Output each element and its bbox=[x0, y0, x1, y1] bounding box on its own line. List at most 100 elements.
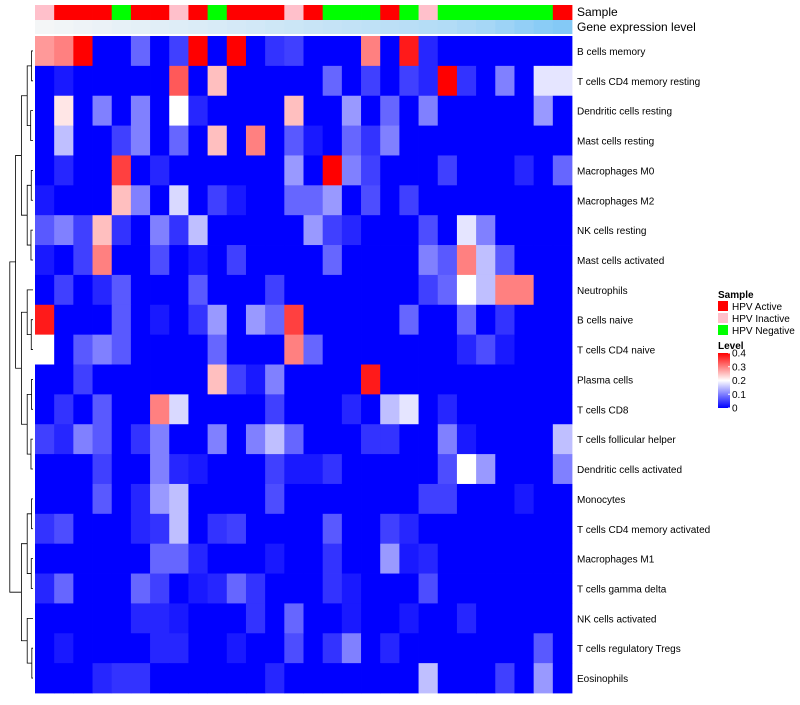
heatmap-cell bbox=[361, 394, 381, 425]
heatmap-cell bbox=[245, 663, 266, 694]
heatmap-cell bbox=[207, 483, 228, 515]
heatmap-cell bbox=[92, 155, 113, 186]
legend-sample-label: HPV Active bbox=[732, 302, 782, 313]
gene-expression-annotation-cell bbox=[418, 20, 439, 34]
heatmap-cell bbox=[361, 454, 381, 485]
heatmap-cell bbox=[169, 543, 189, 574]
legend-level-tick-label: 0 bbox=[732, 404, 738, 415]
heatmap-cell bbox=[35, 483, 55, 515]
heatmap-cell bbox=[130, 483, 151, 515]
row-label: T cells follicular helper bbox=[577, 435, 676, 446]
heatmap-cell bbox=[226, 36, 247, 67]
heatmap-cell bbox=[245, 245, 266, 276]
heatmap-cell bbox=[188, 334, 209, 365]
heatmap-cell bbox=[437, 394, 458, 425]
heatmap-cell bbox=[533, 573, 554, 604]
heatmap-cell bbox=[150, 36, 170, 67]
heatmap-cell bbox=[54, 185, 74, 216]
heatmap-cell bbox=[380, 424, 400, 455]
heatmap-cell bbox=[456, 663, 477, 694]
heatmap-cell bbox=[207, 424, 228, 455]
heatmap-cell bbox=[514, 245, 535, 276]
heatmap-cell bbox=[437, 364, 458, 395]
heatmap-cell bbox=[73, 394, 93, 425]
sample-annotation-cell bbox=[54, 5, 74, 20]
heatmap-cell bbox=[226, 215, 247, 246]
heatmap-cell bbox=[169, 245, 189, 276]
heatmap-cell bbox=[322, 95, 343, 126]
heatmap-cell bbox=[495, 603, 515, 634]
heatmap-cell bbox=[284, 663, 304, 694]
heatmap-cell bbox=[418, 215, 439, 246]
heatmap-cell bbox=[533, 274, 554, 306]
heatmap-cell bbox=[130, 245, 151, 276]
heatmap-cell bbox=[495, 573, 515, 604]
heatmap-cell bbox=[169, 394, 189, 425]
heatmap-cell bbox=[111, 334, 132, 365]
sample-annotation-cell bbox=[207, 5, 228, 20]
heatmap-cell bbox=[437, 304, 458, 336]
heatmap-cell bbox=[418, 155, 439, 186]
heatmap-cell bbox=[533, 334, 554, 365]
heatmap-cell bbox=[35, 364, 55, 395]
row-label: T cells gamma delta bbox=[577, 584, 667, 595]
heatmap-cell bbox=[303, 95, 324, 126]
heatmap-cell bbox=[73, 573, 93, 604]
row-label: NK cells resting bbox=[577, 226, 646, 237]
heatmap-cell bbox=[456, 543, 477, 574]
heatmap-cell bbox=[111, 603, 132, 634]
heatmap-cell bbox=[207, 633, 228, 664]
heatmap-cell bbox=[73, 633, 93, 664]
heatmap-cell bbox=[150, 245, 170, 276]
heatmap-cell bbox=[533, 364, 554, 395]
heatmap-cell bbox=[303, 633, 324, 664]
heatmap-cell bbox=[111, 394, 132, 425]
heatmap-cell bbox=[284, 424, 304, 455]
heatmap-cell bbox=[111, 36, 132, 67]
heatmap-cell bbox=[284, 364, 304, 395]
heatmap-cell bbox=[322, 185, 343, 216]
sample-annotation-cell bbox=[533, 5, 554, 20]
heatmap-cell bbox=[130, 334, 151, 365]
heatmap-cell bbox=[322, 334, 343, 365]
heatmap-cell bbox=[514, 663, 535, 694]
heatmap-cell bbox=[265, 603, 285, 634]
heatmap-cell bbox=[495, 633, 515, 664]
heatmap-cell bbox=[361, 633, 381, 664]
heatmap-cell bbox=[207, 65, 228, 97]
heatmap-cell bbox=[418, 274, 439, 306]
row-label: Macrophages M1 bbox=[577, 555, 655, 566]
heatmap-cell bbox=[380, 304, 400, 336]
dendrogram-branch bbox=[31, 498, 33, 530]
heatmap-cell bbox=[476, 304, 496, 336]
heatmap-cell bbox=[226, 185, 247, 216]
row-label: Mast cells resting bbox=[577, 137, 654, 148]
gene-expression-annotation-cell bbox=[169, 20, 189, 34]
heatmap-cell bbox=[54, 543, 74, 574]
heatmap-cell bbox=[552, 125, 573, 156]
heatmap-cell bbox=[54, 125, 74, 156]
sample-annotation-cell bbox=[437, 5, 458, 20]
heatmap-cell bbox=[207, 304, 228, 336]
heatmap-cell bbox=[35, 304, 55, 336]
heatmap-cell bbox=[35, 394, 55, 425]
heatmap-cell bbox=[188, 573, 209, 604]
heatmap-cell bbox=[418, 663, 439, 694]
heatmap-cell bbox=[207, 334, 228, 365]
heatmap-cell bbox=[226, 483, 247, 515]
dendrogram-branch bbox=[30, 110, 33, 141]
heatmap-cell bbox=[322, 454, 343, 485]
row-label: T cells CD4 memory resting bbox=[577, 77, 700, 88]
heatmap-cell bbox=[476, 36, 496, 67]
heatmap-cell bbox=[188, 663, 209, 694]
heatmap-cell bbox=[111, 663, 132, 694]
heatmap-cell bbox=[399, 304, 419, 336]
heatmap-cell bbox=[552, 633, 573, 664]
heatmap-cell bbox=[303, 334, 324, 365]
heatmap-cell bbox=[150, 543, 170, 574]
heatmap-cell bbox=[284, 65, 304, 97]
heatmap-cell bbox=[284, 215, 304, 246]
heatmap-cell bbox=[245, 334, 266, 365]
heatmap-cell bbox=[495, 304, 515, 336]
heatmap-cell bbox=[245, 215, 266, 246]
